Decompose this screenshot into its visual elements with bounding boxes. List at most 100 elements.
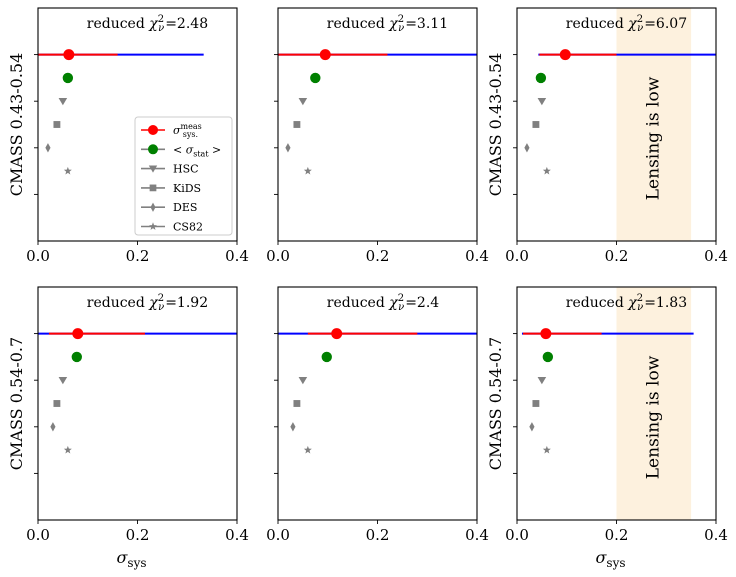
band-label: Lensing is low bbox=[643, 355, 663, 479]
x-tick-label: 0.2 bbox=[366, 526, 390, 544]
stat-point bbox=[71, 351, 83, 363]
legend-text-hsc: HSC bbox=[173, 163, 199, 176]
chi2-chi: χ bbox=[148, 295, 159, 311]
meas-point bbox=[72, 328, 84, 340]
meas-point bbox=[63, 49, 75, 61]
chi2-sub: ν bbox=[637, 23, 643, 34]
x-tick-label: 0.4 bbox=[225, 526, 249, 544]
x-tick-label: 0.4 bbox=[704, 247, 728, 265]
chi2-prefix: reduced bbox=[327, 295, 390, 311]
panel-4: reduced χ2 ν=1.92 0.0 0.2 0.4 CMASS 0.54-0.7 σ… bbox=[7, 286, 249, 570]
chi2-annotation: reduced χ2 ν=1.83 bbox=[566, 293, 687, 313]
chi2-prefix: reduced bbox=[87, 16, 150, 32]
panel-2: reduced χ2 ν=3.11 0.0 0.2 0.4 bbox=[266, 7, 489, 265]
chi2-value: =6.07 bbox=[644, 16, 687, 32]
legend-sigma: σ bbox=[173, 124, 181, 137]
point-cs82 bbox=[303, 445, 312, 454]
legend-box bbox=[134, 116, 233, 236]
legend-gt: > bbox=[209, 143, 222, 156]
chi2-annotation: reduced χ2 ν=6.07 bbox=[566, 14, 687, 34]
chi2-chi: χ bbox=[627, 295, 638, 311]
legend-label: DES bbox=[173, 201, 197, 214]
point-cs82 bbox=[542, 445, 551, 454]
stat-point bbox=[321, 351, 332, 363]
chi2-sub: ν bbox=[158, 23, 164, 34]
legend-label: HSC bbox=[173, 163, 199, 176]
y-axis-label: CMASS 0.43-0.54 bbox=[7, 53, 26, 197]
point-kids bbox=[53, 400, 61, 407]
chi2-annotation: reduced χ2 ν=2.4 bbox=[327, 293, 440, 313]
chi2-chi: χ bbox=[388, 295, 399, 311]
legend-marker-cs82 bbox=[149, 222, 157, 230]
panel-6: Lensing is low reduced χ2 ν=1.83 0.0 0.2 0.4 C… bbox=[486, 286, 728, 570]
x-tick-label: 0.0 bbox=[266, 526, 290, 544]
legend-marker-hsc bbox=[148, 165, 158, 173]
xlabel-sigma: σ bbox=[595, 548, 607, 567]
legend-marker-kids bbox=[149, 184, 157, 192]
legend-marker-stat bbox=[148, 144, 158, 155]
chi2-prefix: reduced bbox=[87, 295, 150, 311]
point-kids bbox=[293, 121, 301, 128]
chi2-sub: ν bbox=[398, 23, 404, 34]
legend-sup: meas bbox=[181, 122, 202, 131]
meas-point bbox=[540, 328, 552, 340]
meas-point bbox=[331, 328, 343, 340]
x-tick-label: 0.4 bbox=[465, 526, 489, 544]
stat-point bbox=[542, 351, 554, 363]
chi2-sub: ν bbox=[398, 302, 404, 313]
x-tick-label: 0.4 bbox=[704, 526, 728, 544]
chi2-sub: ν bbox=[158, 302, 164, 313]
point-cs82 bbox=[63, 445, 72, 454]
point-hsc bbox=[298, 376, 308, 385]
stat-point bbox=[62, 72, 74, 84]
chi2-sup: 2 bbox=[158, 14, 164, 25]
band-label: Lensing is low bbox=[643, 76, 663, 200]
chi2-annotation: reduced χ2 ν=2.48 bbox=[87, 14, 208, 34]
chi2-value: =1.92 bbox=[165, 295, 208, 311]
chi2-chi: χ bbox=[627, 16, 638, 32]
chi2-annotation: reduced χ2 ν=1.92 bbox=[87, 293, 208, 313]
axes-frame bbox=[277, 7, 478, 242]
panel-3: Lensing is low reduced χ2 ν=6.07 0.0 0.2 0.4 C… bbox=[486, 7, 728, 265]
chi2-chi: χ bbox=[388, 16, 399, 32]
chi2-sup: 2 bbox=[398, 293, 404, 304]
point-cs82 bbox=[542, 166, 551, 175]
point-des bbox=[529, 422, 535, 432]
point-des bbox=[45, 143, 51, 153]
chi2-sub: ν bbox=[637, 302, 643, 313]
panel-1: reduced χ2 ν=2.48 0.0 0.2 0.4 CMASS 0.43-0.54 bbox=[7, 7, 249, 265]
x-tick-label: 0.0 bbox=[505, 526, 529, 544]
x-tick-label: 0.0 bbox=[266, 247, 290, 265]
point-hsc bbox=[58, 97, 68, 106]
panel-5: reduced χ2 ν=2.4 0.0 0.2 0.4 bbox=[266, 286, 489, 544]
point-kids bbox=[532, 121, 540, 128]
chi2-sup: 2 bbox=[637, 14, 643, 25]
chi2-value: =2.48 bbox=[165, 16, 208, 32]
x-tick-label: 0.0 bbox=[505, 247, 529, 265]
legend-text-des: DES bbox=[173, 201, 197, 214]
legend-label: σmeas sys. bbox=[173, 122, 202, 139]
chi2-value: =3.11 bbox=[405, 16, 448, 32]
legend-sigma: σ bbox=[186, 143, 194, 156]
chi2-prefix: reduced bbox=[566, 295, 629, 311]
chi2-value: =2.4 bbox=[405, 295, 439, 311]
chi2-sup: 2 bbox=[637, 293, 643, 304]
x-axis-label: σsys bbox=[116, 548, 146, 570]
point-kids bbox=[293, 400, 301, 407]
point-kids bbox=[532, 400, 540, 407]
point-hsc bbox=[58, 376, 68, 385]
point-kids bbox=[53, 121, 61, 128]
chi2-annotation: reduced χ2 ν=3.11 bbox=[327, 14, 448, 34]
point-des bbox=[290, 422, 296, 432]
y-axis-label: CMASS 0.43-0.54 bbox=[486, 53, 505, 197]
x-tick-label: 0.2 bbox=[605, 247, 629, 265]
chi2-sup: 2 bbox=[398, 14, 404, 25]
x-tick-label: 0.4 bbox=[225, 247, 249, 265]
point-des bbox=[524, 143, 530, 153]
chi2-prefix: reduced bbox=[566, 16, 629, 32]
xlabel-sub: sys bbox=[127, 556, 146, 570]
legend-label: CS82 bbox=[173, 221, 203, 234]
point-des bbox=[285, 143, 291, 153]
